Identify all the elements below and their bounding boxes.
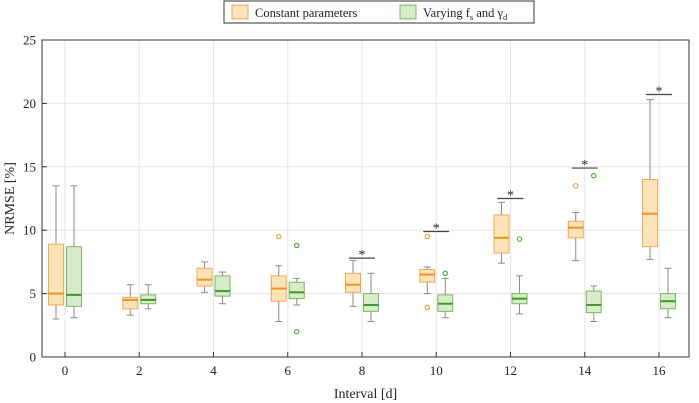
legend-label-constant: Constant parameters [255,6,358,20]
legend-label-varying-sub-s: s [470,12,473,22]
legend-swatch-varying [399,4,417,20]
box-0-16 [642,99,658,260]
outlier-0 [442,270,448,277]
x-tick-label-0: 0 [62,363,69,378]
box-iqr [363,293,379,312]
box-0-10 [419,233,436,311]
legend: Constant parameters Varying fs and γd [223,0,535,24]
box-0-6 [270,233,287,322]
box-iqr [288,281,305,300]
legend-label-varying: Varying fs and γd [423,6,508,22]
legend-swatch-constant [231,4,249,20]
box-1-16 [660,267,676,319]
y-tick-label-25: 25 [23,33,36,48]
x-tick-label-16: 16 [653,363,667,378]
box-iqr [66,246,82,307]
x-tick-label-6: 6 [285,363,292,378]
outlier-0 [591,172,597,179]
y-axis-title: NRMSE [%] [3,162,18,235]
box-0-8 [345,260,361,307]
box-iqr [419,269,436,283]
box-0-4 [196,261,213,293]
legend-label-varying-sub-d: d [503,12,508,22]
sig-star-8: * [359,248,366,263]
box-1-12 [511,236,528,315]
y-tick-label-0: 0 [30,350,37,365]
legend-frame [223,0,535,24]
box-layer [48,99,676,335]
sig-star-12: * [507,189,514,204]
y-tick-label-15: 15 [23,159,36,174]
x-tick-label-14: 14 [578,363,592,378]
tick-layer: 0 5 10 15 20 25 0 2 4 6 8 10 12 14 16 [23,33,666,379]
box-iqr [345,272,361,293]
x-tick-label-2: 2 [136,363,143,378]
outlier-0 [424,233,430,240]
x-tick-label-12: 12 [504,363,517,378]
outlier-1 [424,304,430,311]
box-1-10 [437,270,454,319]
sig-star-16: * [656,85,663,100]
x-axis-title: Interval [d] [334,387,397,402]
y-tick-label-10: 10 [23,223,36,238]
sig-star-10: * [433,221,440,236]
legend-label-varying-main: Varying f [423,6,471,20]
x-tick-label-8: 8 [359,363,366,378]
box-1-14 [585,172,602,322]
box-1-8 [363,272,379,322]
box-iqr [567,220,584,239]
box-1-6 [288,242,305,335]
box-0-14 [567,183,584,262]
outlier-1 [294,328,300,335]
outlier-0 [276,233,282,240]
box-1-2 [140,284,157,310]
box-iqr [493,214,510,254]
box-iqr [122,296,139,310]
significance-layer: * * * * * [349,85,672,263]
outlier-0 [573,183,579,189]
box-1-0 [66,185,82,319]
box-0-0 [48,185,64,320]
x-tick-label-4: 4 [210,363,217,378]
plot-frame [41,39,690,358]
y-tick-label-5: 5 [30,286,37,301]
box-0-2 [122,284,139,316]
outlier-0 [294,242,300,249]
x-tick-label-10: 10 [430,363,443,378]
y-tick-label-20: 20 [23,96,36,111]
box-1-4 [214,271,231,305]
box-iqr [214,275,231,297]
box-iqr [196,267,213,287]
outlier-0 [516,236,523,242]
legend-label-varying-mid: and γ [473,6,503,20]
box-iqr [48,243,64,306]
box-iqr [585,290,602,314]
sig-star-14: * [581,158,588,173]
box-0-12 [493,201,510,264]
frame-layer [41,39,690,358]
